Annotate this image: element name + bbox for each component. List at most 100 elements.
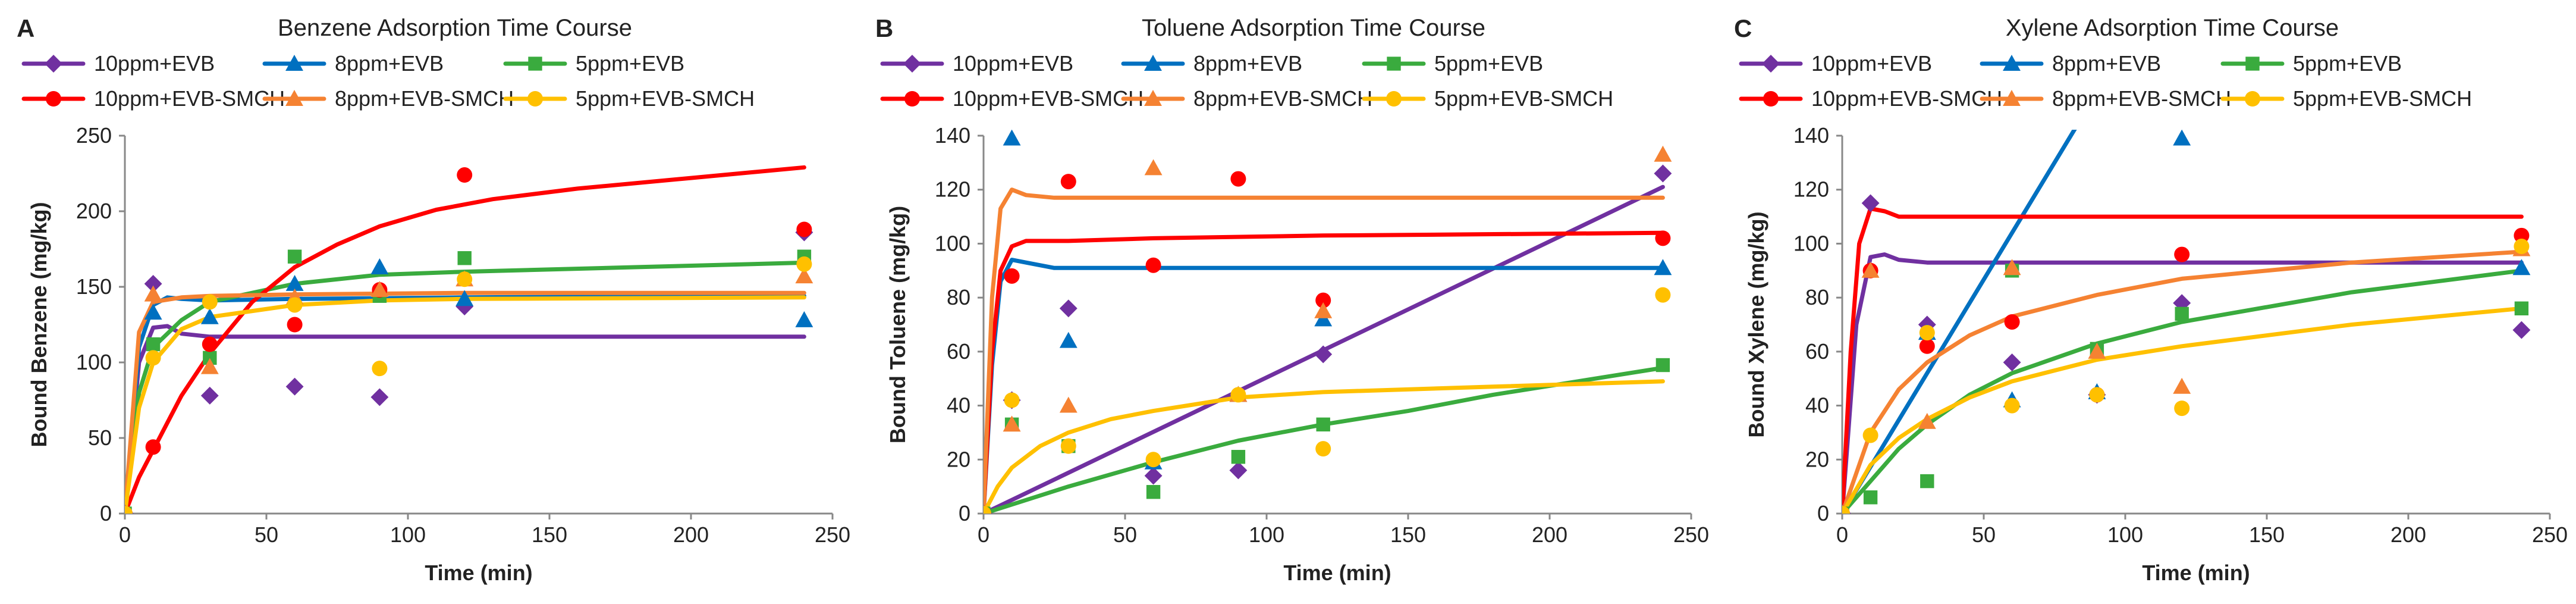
legend-label: 10ppm+EVB [953, 51, 1073, 76]
x-tick-label: 150 [2249, 522, 2285, 547]
data-point [287, 317, 303, 333]
y-axis-label: Bound Benzene (mg/kg) [27, 202, 51, 447]
data-point [202, 336, 218, 352]
data-point [2514, 238, 2530, 254]
legend-label: 5ppm+EVB-SMCH [2293, 86, 2472, 111]
legend-marker [903, 55, 921, 73]
x-tick-label: 200 [1532, 522, 1567, 547]
legend-marker [45, 55, 62, 73]
panel-benzene: A Benzene Adsorption Time Course 10ppm+EVB… [0, 0, 859, 604]
data-point [144, 274, 162, 293]
legend-label: 8ppm+EVB-SMCH [335, 86, 514, 111]
data-point [1655, 287, 1671, 303]
data-points [125, 167, 813, 514]
legend-label: 5ppm+EVB [2293, 51, 2402, 76]
legend-item: 5ppm+EVB [503, 51, 684, 76]
data-point [1918, 412, 1936, 429]
data-points [1842, 130, 2531, 514]
y-axis-label: Bound Xylene (mg/kg) [1744, 211, 1768, 437]
data-point [1654, 259, 1672, 276]
y-tick-label: 120 [935, 177, 970, 202]
data-point [457, 251, 472, 265]
data-point [1004, 392, 1020, 408]
x-tick-label: 50 [1972, 522, 1996, 547]
y-tick-label: 40 [947, 393, 970, 418]
y-axis-label: Bound Toluene (mg/kg) [885, 206, 910, 443]
panel-letter: A [17, 14, 34, 42]
data-point [1315, 292, 1331, 308]
data-point [796, 221, 812, 237]
legend: 10ppm+EVB 8ppm+EVB 5ppm+EVB 10ppm+EVB-SMCH 8… [21, 51, 755, 111]
data-point [1060, 174, 1076, 190]
fit-line [125, 324, 806, 514]
legend-marker [904, 91, 920, 107]
data-point [2174, 400, 2190, 417]
data-point [200, 386, 219, 405]
data-point [144, 303, 162, 320]
data-point [2175, 306, 2189, 321]
fit-line [125, 165, 806, 514]
data-point [1230, 387, 1246, 403]
y-tick-label: 120 [1793, 177, 1829, 202]
legend-marker [1386, 91, 1402, 107]
data-point [200, 308, 219, 324]
data-point [1314, 310, 1333, 327]
y-tick-label: 0 [100, 501, 112, 525]
panel-letter: C [1734, 14, 1752, 42]
data-point [1146, 485, 1161, 499]
data-point [1144, 467, 1163, 485]
data-point [455, 298, 474, 315]
fit-line [1842, 130, 2077, 514]
y-tick-label: 150 [76, 274, 112, 299]
legend-item: 8ppm+EVB-SMCH [1121, 86, 1372, 111]
legend-item: 5ppm+EVB-SMCH [503, 86, 755, 111]
legend-label: 5ppm+EVB-SMCH [1434, 86, 1613, 111]
legend-item: 10ppm+EVB [21, 51, 215, 76]
x-tick-label: 250 [815, 522, 850, 547]
fit-line [984, 230, 1665, 514]
fit-line [984, 187, 1665, 514]
y-tick-label: 140 [935, 123, 970, 148]
legend-item: 10ppm+EVB-SMCH [21, 86, 285, 111]
legend-marker [285, 55, 303, 71]
legend-marker [1144, 55, 1162, 71]
data-point [1003, 130, 1021, 146]
data-point [2004, 398, 2020, 414]
y-tick-label: 60 [947, 339, 970, 364]
data-point [2512, 259, 2531, 276]
chart-title: Benzene Adsorption Time Course [278, 15, 632, 41]
x-tick-label: 250 [2532, 522, 2568, 547]
legend-label: 10ppm+EVB [94, 51, 215, 76]
legend: 10ppm+EVB 8ppm+EVB 5ppm+EVB 10ppm+EVB-SMCH 8… [1739, 51, 2472, 111]
x-tick-label: 0 [1836, 522, 1848, 547]
data-point [1654, 145, 1672, 162]
data-point [1059, 299, 1077, 318]
data-point [1861, 194, 1880, 212]
y-tick-label: 80 [1805, 285, 1829, 309]
data-point [1654, 164, 1672, 183]
data-point [203, 350, 217, 365]
legend-label: 10ppm+EVB-SMCH [94, 86, 285, 111]
data-point [287, 297, 303, 313]
data-point [125, 506, 133, 514]
legend: 10ppm+EVB 8ppm+EVB 5ppm+EVB 10ppm+EVB-SMCH 8… [880, 51, 1613, 111]
fit-line [1842, 249, 2524, 514]
fit-line [984, 365, 1665, 514]
chart-title: Xylene Adsorption Time Course [2006, 15, 2339, 41]
legend-marker [2245, 57, 2260, 71]
fit-curves [125, 165, 806, 514]
data-point [1145, 452, 1161, 468]
data-point [1861, 261, 1880, 278]
data-point [370, 281, 389, 298]
data-point [2512, 321, 2531, 339]
y-tick-label: 50 [88, 425, 112, 450]
legend-item: 5ppm+EVB [1362, 51, 1543, 76]
legend-marker [1144, 90, 1162, 106]
panel-toluene: B Toluene Adsorption Time Course 10ppm+EVB… [859, 0, 1717, 604]
y-tick-label: 250 [76, 123, 112, 148]
x-tick-label: 200 [673, 522, 709, 547]
data-point [372, 361, 388, 377]
legend-marker [2245, 91, 2260, 107]
data-point [1231, 450, 1246, 464]
y-tick-label: 40 [1805, 393, 1829, 418]
